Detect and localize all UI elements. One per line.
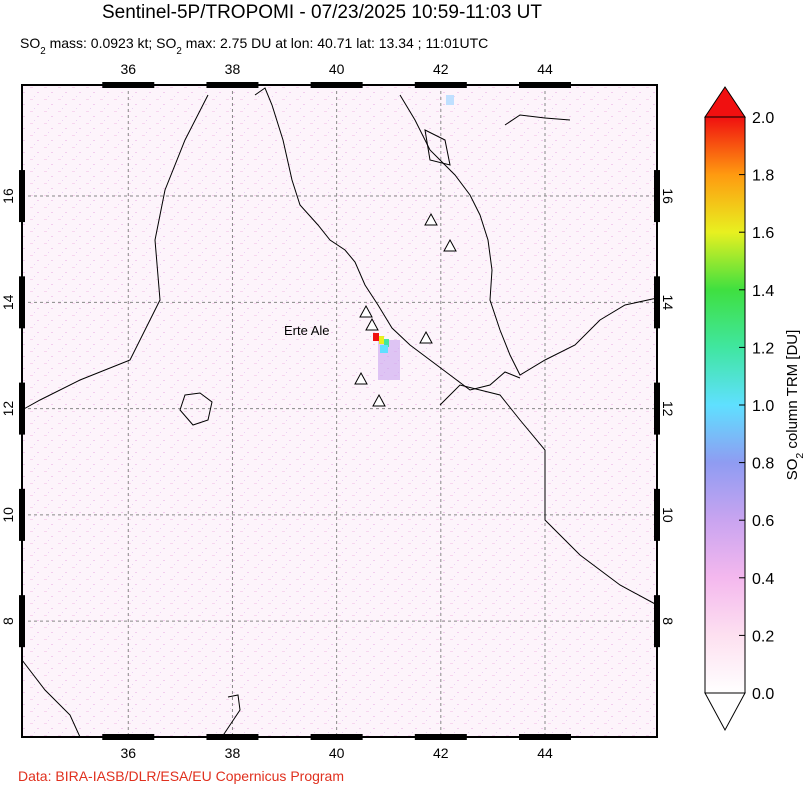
plume — [379, 336, 384, 344]
y-tick-label: 10 — [660, 507, 676, 523]
volcano — [424, 212, 438, 226]
text-part: column TRM [DU] — [784, 330, 801, 453]
y-tick-label: 14 — [660, 295, 676, 311]
colorbar-scale — [704, 116, 746, 694]
coastline — [179, 392, 213, 426]
y-tick-label: 16 — [660, 188, 676, 204]
subtitle: SO2 mass: 0.0923 kt; SO2 max: 2.75 DU at… — [20, 35, 488, 57]
so2-plume — [373, 95, 454, 380]
coastline — [221, 694, 241, 738]
colorbar-tick-label: 1.6 — [752, 225, 774, 242]
tick-mark — [310, 82, 363, 88]
coastline — [21, 659, 81, 738]
tick-mark — [519, 734, 572, 740]
volcano — [359, 304, 373, 318]
x-tick-label: 42 — [433, 745, 449, 761]
tick-mark — [654, 595, 660, 648]
y-tick-label: 12 — [0, 401, 16, 417]
x-tick-label: 40 — [329, 745, 345, 761]
x-tick-label: 36 — [120, 745, 136, 761]
text-part: max: 2.75 DU at lon: 40.71 lat: 13.34 ; … — [182, 35, 488, 51]
tick-mark — [19, 488, 25, 541]
colorbar-extend-max — [704, 86, 746, 118]
map: Erte Ale — [19, 82, 660, 740]
tick-mark — [414, 82, 467, 88]
coastline — [424, 129, 451, 166]
colorbar-tick-label: 2.0 — [752, 110, 774, 127]
coastlines — [21, 87, 658, 738]
coastline — [21, 94, 209, 411]
tick-mark — [206, 82, 259, 88]
tick-mark — [310, 734, 363, 740]
x-tick-label: 44 — [537, 745, 553, 761]
colorbar-tick-label: 1.2 — [752, 340, 774, 357]
y-tick-label: 10 — [0, 507, 16, 523]
y-tick-label: 14 — [0, 294, 16, 310]
tick-mark — [414, 734, 467, 740]
tick-mark — [519, 82, 572, 88]
colorbar-tick-label: 1.8 — [752, 168, 774, 185]
colorbar-tick-label: 1.4 — [752, 283, 774, 300]
text-part: mass: 0.0923 kt; SO — [46, 35, 177, 51]
title: Sentinel-5P/TROPOMI - 07/23/2025 10:59-1… — [102, 2, 542, 23]
x-tick-label: 38 — [225, 61, 241, 77]
y-tick-label: 8 — [660, 617, 676, 625]
x-tick-label: 40 — [329, 61, 345, 77]
colorbar-tick-label: 0.2 — [752, 628, 774, 645]
tick-mark — [654, 276, 660, 329]
x-tick-label: 44 — [537, 61, 553, 77]
x-tick-label: 36 — [120, 61, 136, 77]
text-part: SO — [20, 35, 40, 51]
tick-mark — [206, 734, 259, 740]
x-tick-label: 42 — [433, 61, 449, 77]
tick-mark — [19, 170, 25, 223]
text-part: SO — [784, 459, 801, 481]
colorbar-tick-label: 0.8 — [752, 456, 774, 473]
colorbar-extend-min — [704, 692, 746, 732]
coastline — [504, 114, 571, 126]
volcano — [419, 330, 433, 344]
colorbar-tick-label: 0.0 — [752, 686, 774, 703]
coastline — [254, 87, 521, 391]
map-background — [22, 85, 657, 737]
tick-mark — [102, 734, 155, 740]
plume — [373, 333, 379, 341]
tick-mark — [102, 82, 155, 88]
volcano — [365, 317, 379, 331]
subscript: 2 — [40, 46, 45, 57]
subscript: 2 — [794, 453, 803, 459]
y-tick-label: 16 — [0, 188, 16, 204]
plume — [446, 95, 454, 105]
colorbar-tick-label: 0.6 — [752, 513, 774, 530]
subscript: 2 — [176, 46, 181, 57]
plume — [380, 345, 388, 353]
x-tick-label: 38 — [225, 745, 241, 761]
credit: Data: BIRA-IASB/DLR/ESA/EU Copernicus Pr… — [18, 768, 344, 784]
volcano — [443, 238, 457, 252]
volcanoes — [354, 212, 457, 407]
tick-mark — [654, 382, 660, 435]
coastline — [399, 94, 658, 376]
tick-mark — [654, 170, 660, 223]
tick-mark — [654, 488, 660, 541]
y-tick-label: 8 — [0, 617, 16, 625]
colorbar-label: SO2 column TRM [DU] — [784, 330, 803, 481]
volcano — [372, 393, 386, 407]
plume — [384, 339, 389, 347]
tick-mark — [19, 276, 25, 329]
colorbar — [704, 86, 746, 732]
tick-mark — [19, 595, 25, 648]
colorbar-tick-label: 1.0 — [752, 398, 774, 415]
y-tick-label: 12 — [660, 401, 676, 417]
volcano-label: Erte Ale — [284, 323, 330, 338]
tick-mark — [19, 382, 25, 435]
colorbar-tick-label: 0.4 — [752, 571, 774, 588]
coastline — [439, 384, 658, 606]
volcano — [354, 371, 368, 385]
